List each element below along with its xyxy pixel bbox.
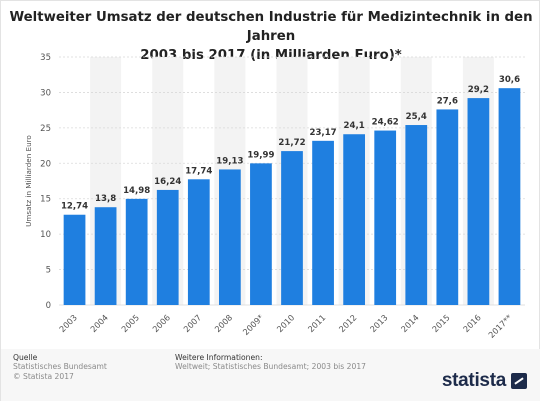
data-label: 21,72 [278, 138, 305, 148]
y-tick-label: 35 [40, 53, 51, 63]
x-tick-label: 2013 [368, 312, 390, 334]
x-tick-label: 2005 [119, 312, 141, 334]
y-tick-label: 15 [40, 195, 51, 205]
y-tick-label: 25 [40, 124, 51, 134]
bar [94, 207, 117, 305]
source-block: Quelle Statistisches Bundesamt © Statist… [13, 353, 107, 381]
x-tick-label: 2008 [212, 312, 234, 334]
data-label: 24,1 [344, 121, 365, 131]
x-tick-label: 2016 [461, 312, 483, 334]
data-label: 12,74 [61, 202, 88, 212]
brand-name: statista [441, 370, 506, 391]
chart-title-line-1: Weltweiter Umsatz der deutschen Industri… [9, 10, 533, 44]
x-tick-label: 2007 [181, 312, 203, 334]
y-tick-label: 30 [40, 88, 51, 98]
y-tick-label: 20 [40, 159, 51, 169]
x-tick-label: 2012 [337, 312, 359, 334]
copyright-line: © Statista 2017 [13, 371, 74, 381]
source-heading: Quelle [13, 353, 38, 362]
bar [343, 134, 366, 305]
bar [405, 125, 428, 305]
bar [63, 214, 86, 305]
bar [374, 130, 397, 305]
data-label: 27,6 [437, 96, 458, 106]
data-label: 19,13 [216, 156, 243, 166]
info-heading: Weitere Informationen: [175, 353, 263, 362]
source-line: Statistisches Bundesamt [13, 362, 107, 372]
data-label: 14,98 [123, 186, 150, 196]
data-label: 13,8 [95, 194, 116, 204]
data-label: 29,2 [468, 85, 489, 95]
data-label: 24,62 [372, 118, 399, 128]
x-tick-label: 2003 [57, 312, 79, 334]
x-tick-label: 2004 [88, 312, 110, 334]
statista-brand[interactable]: statista [442, 370, 527, 392]
data-label: 23,17 [309, 128, 336, 138]
chart-title: Weltweiter Umsatz der deutschen Industri… [1, 8, 540, 65]
bar [281, 151, 303, 305]
data-label: 16,24 [154, 177, 181, 187]
y-tick-label: 0 [46, 301, 51, 311]
y-tick-label: 5 [46, 266, 51, 276]
y-tick-label: 10 [40, 230, 51, 240]
x-tick-label: 2017** [486, 312, 514, 340]
bar [187, 179, 210, 305]
bar-chart: 0 5 10 15 20 25 30 35 Umsatz in Milliarden Euro 1… [24, 53, 525, 340]
bar [125, 198, 148, 305]
bar [498, 88, 521, 305]
x-tick-label: 2006 [150, 312, 172, 334]
data-label: 25,4 [406, 112, 427, 122]
info-block: Weitere Informationen: Weltweit; Statist… [175, 353, 366, 372]
y-axis-label: Umsatz in Milliarden Euro [24, 135, 33, 227]
data-label: 30,6 [499, 75, 520, 85]
bar [312, 140, 334, 305]
data-label: 19,99 [247, 150, 274, 160]
bar [156, 189, 179, 305]
x-tick-label: 2014 [399, 312, 421, 334]
info-line: Weltweit; Statistisches Bundesamt; 2003 … [175, 362, 366, 372]
x-tick-label: 2009* [241, 312, 266, 337]
x-tick-label: 2015 [430, 312, 452, 334]
bar [436, 109, 459, 305]
bar [218, 169, 241, 305]
chart-title-line-2: 2003 bis 2017 (in Milliarden Euro)* [140, 48, 402, 63]
data-label: 17,74 [185, 166, 212, 176]
statista-logo-icon [511, 373, 527, 389]
footer: Quelle Statistisches Bundesamt © Statist… [1, 349, 540, 401]
x-tick-label: 2010 [275, 312, 297, 334]
bar [250, 163, 272, 305]
x-tick-label: 2011 [306, 312, 328, 334]
bar [467, 98, 490, 306]
